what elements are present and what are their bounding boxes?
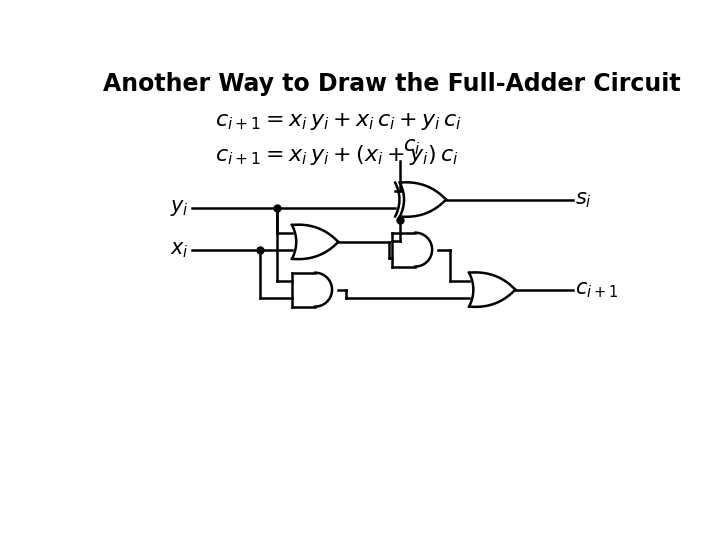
Text: Another Way to Draw the Full-Adder Circuit: Another Way to Draw the Full-Adder Circu…: [104, 72, 681, 97]
Text: $y_i$: $y_i$: [170, 198, 189, 218]
Text: $x_i$: $x_i$: [170, 240, 189, 260]
Text: $c_{i+1} = x_i\,y_i + (x_i + y_i)\,c_i$: $c_{i+1} = x_i\,y_i + (x_i + y_i)\,c_i$: [215, 143, 459, 167]
Text: $c_i$: $c_i$: [403, 137, 420, 157]
Text: $c_{i+1} = x_i\,y_i + x_i\,c_i + y_i\,c_i$: $c_{i+1} = x_i\,y_i + x_i\,c_i + y_i\,c_…: [215, 111, 462, 132]
Text: $c_{i+1}$: $c_{i+1}$: [575, 280, 618, 300]
Text: $s_i$: $s_i$: [575, 190, 593, 210]
